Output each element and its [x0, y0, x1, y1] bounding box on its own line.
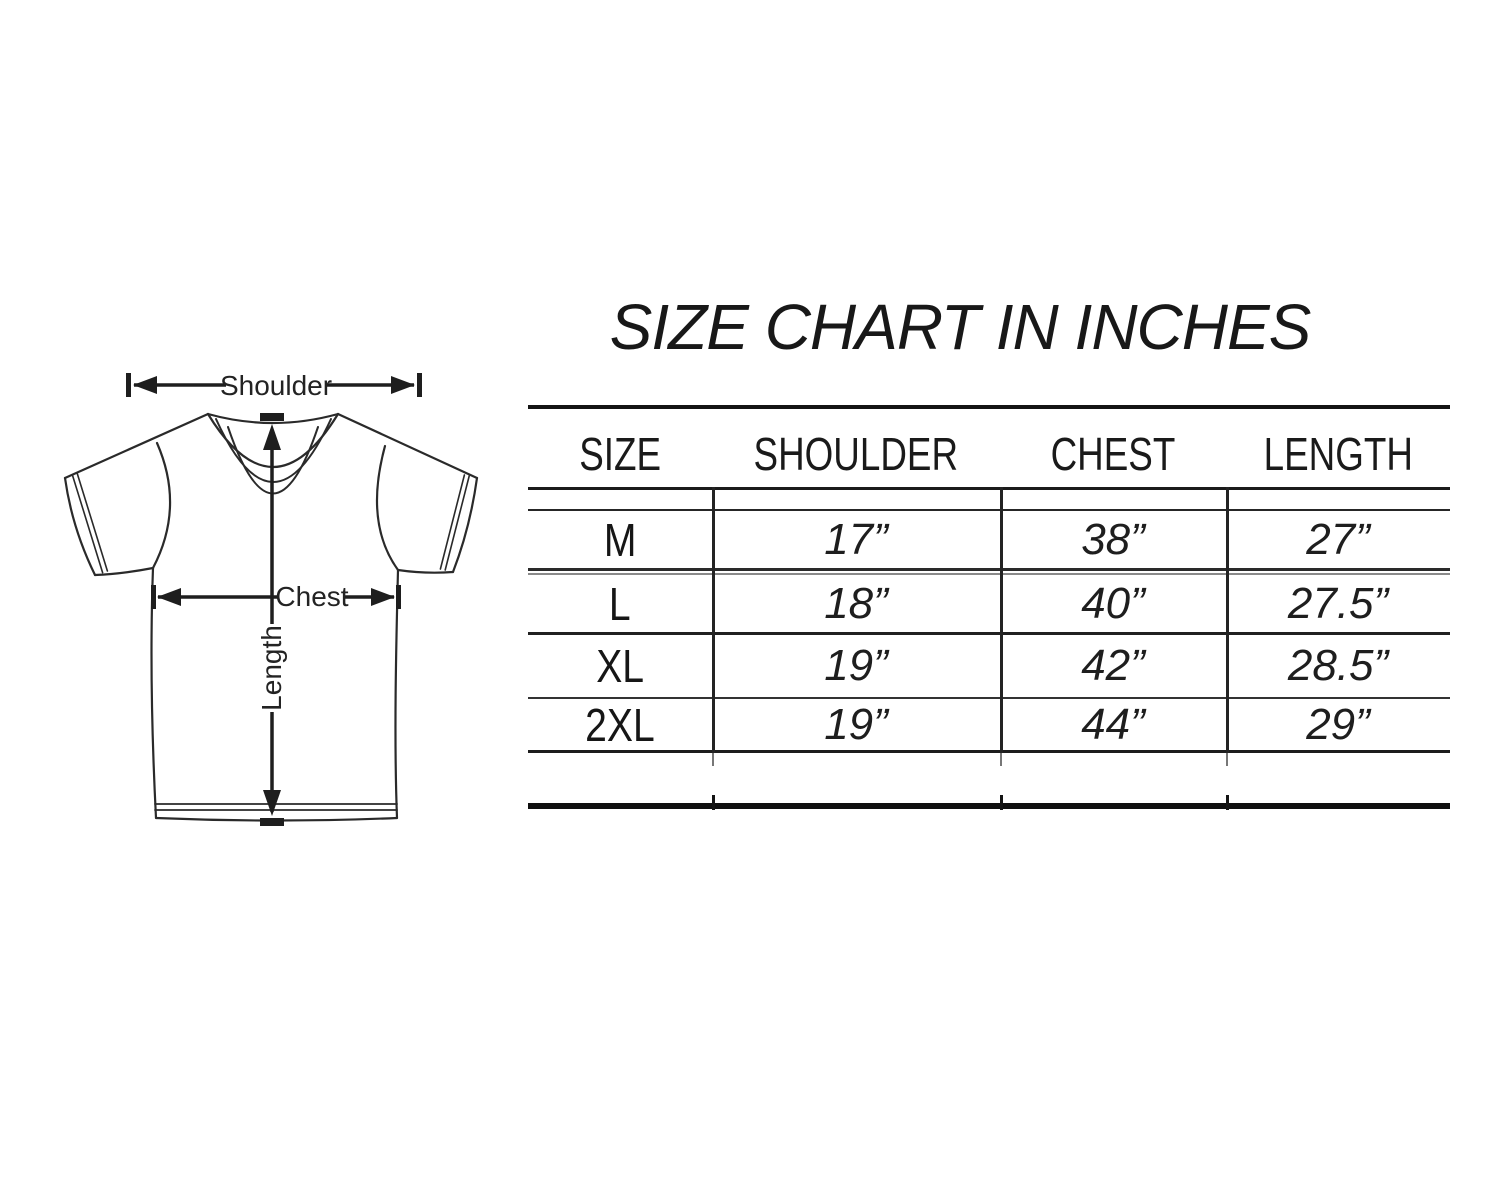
length-arrow: Length [252, 413, 290, 826]
tshirt-measurement-diagram: Shoulder Length Chest [63, 367, 479, 826]
size-label: M [603, 513, 637, 566]
chest-value: 44” [1081, 699, 1145, 749]
row-rule-m-shadow [528, 573, 1450, 575]
column-separator [712, 487, 715, 753]
cell-chest: 42” [1000, 635, 1226, 697]
chest-value: 40” [1081, 578, 1145, 628]
cell-size: 2XL [528, 698, 712, 751]
column-separator-stub [1000, 753, 1002, 766]
cell-shoulder: 19” [712, 699, 1000, 750]
chest-value: 42” [1081, 641, 1145, 690]
header-length: LENGTH [1263, 428, 1413, 480]
table-row: XL 19” 42” 28.5” [528, 635, 1450, 697]
header-cell-size: SIZE [528, 421, 712, 487]
shoulder-value: 19” [824, 699, 888, 749]
tshirt-outline [63, 412, 479, 822]
table-top-rule [528, 405, 1450, 409]
header-shoulder: SHOULDER [753, 428, 959, 480]
chest-value: 38” [1081, 514, 1145, 564]
size-label: XL [596, 640, 644, 692]
cell-chest: 40” [1000, 575, 1226, 632]
shoulder-value: 17” [824, 514, 888, 564]
subheader-rule [528, 509, 1450, 511]
cell-chest: 38” [1000, 511, 1226, 568]
header-size: SIZE [579, 428, 661, 480]
cell-length: 27” [1226, 511, 1450, 568]
length-value: 27” [1306, 514, 1370, 564]
shoulder-label: Shoulder [220, 370, 332, 401]
size-label: L [609, 577, 631, 630]
length-value: 29” [1306, 699, 1370, 749]
header-chest: CHEST [1050, 428, 1176, 480]
column-separator-stub [712, 753, 714, 766]
length-value: 27.5” [1287, 578, 1389, 628]
table-row: 2XL 19” 44” 29” [528, 698, 1450, 751]
header-cell-chest: CHEST [1000, 421, 1226, 487]
table-header-row: SIZE SHOULDER CHEST LENGTH [528, 421, 1450, 487]
cell-shoulder: 18” [712, 575, 1000, 632]
column-separator-stub [1226, 753, 1228, 766]
table-row: L 18” 40” 27.5” [528, 575, 1450, 632]
bottom-rule-tick [1226, 795, 1229, 810]
table-bottom-rule [528, 803, 1450, 809]
shoulder-arrow: Shoulder [126, 367, 422, 403]
cell-shoulder: 17” [712, 511, 1000, 568]
chest-label: Chest [275, 581, 348, 612]
bottom-rule-tick [1000, 795, 1003, 810]
shoulder-value: 18” [824, 578, 888, 628]
column-separator [1000, 487, 1003, 753]
chest-arrow: Chest [151, 580, 401, 614]
table-row: M 17” 38” 27” [528, 511, 1450, 568]
cell-chest: 44” [1000, 699, 1226, 750]
length-value: 28.5” [1287, 641, 1389, 690]
row-rule-xl [528, 697, 1450, 699]
cell-length: 28.5” [1226, 635, 1450, 697]
header-cell-length: LENGTH [1226, 421, 1450, 487]
cell-size: L [528, 575, 712, 632]
page-title: SIZE CHART IN INCHES [609, 291, 1312, 363]
header-cell-shoulder: SHOULDER [712, 421, 1000, 487]
length-label: Length [256, 625, 287, 711]
size-table: SIZE SHOULDER CHEST LENGTH M 17” 38” 27”… [528, 405, 1450, 810]
size-label: 2XL [585, 698, 655, 751]
cell-shoulder: 19” [712, 635, 1000, 697]
row-rule-2xl [528, 750, 1450, 753]
row-rule-m [528, 568, 1450, 571]
cell-length: 27.5” [1226, 575, 1450, 632]
header-rule [528, 487, 1450, 490]
shoulder-value: 19” [824, 641, 888, 690]
row-rule-l [528, 632, 1450, 635]
bottom-rule-tick [712, 795, 715, 810]
cell-size: XL [528, 635, 712, 697]
cell-size: M [528, 511, 712, 568]
cell-length: 29” [1226, 699, 1450, 750]
column-separator [1226, 487, 1229, 753]
